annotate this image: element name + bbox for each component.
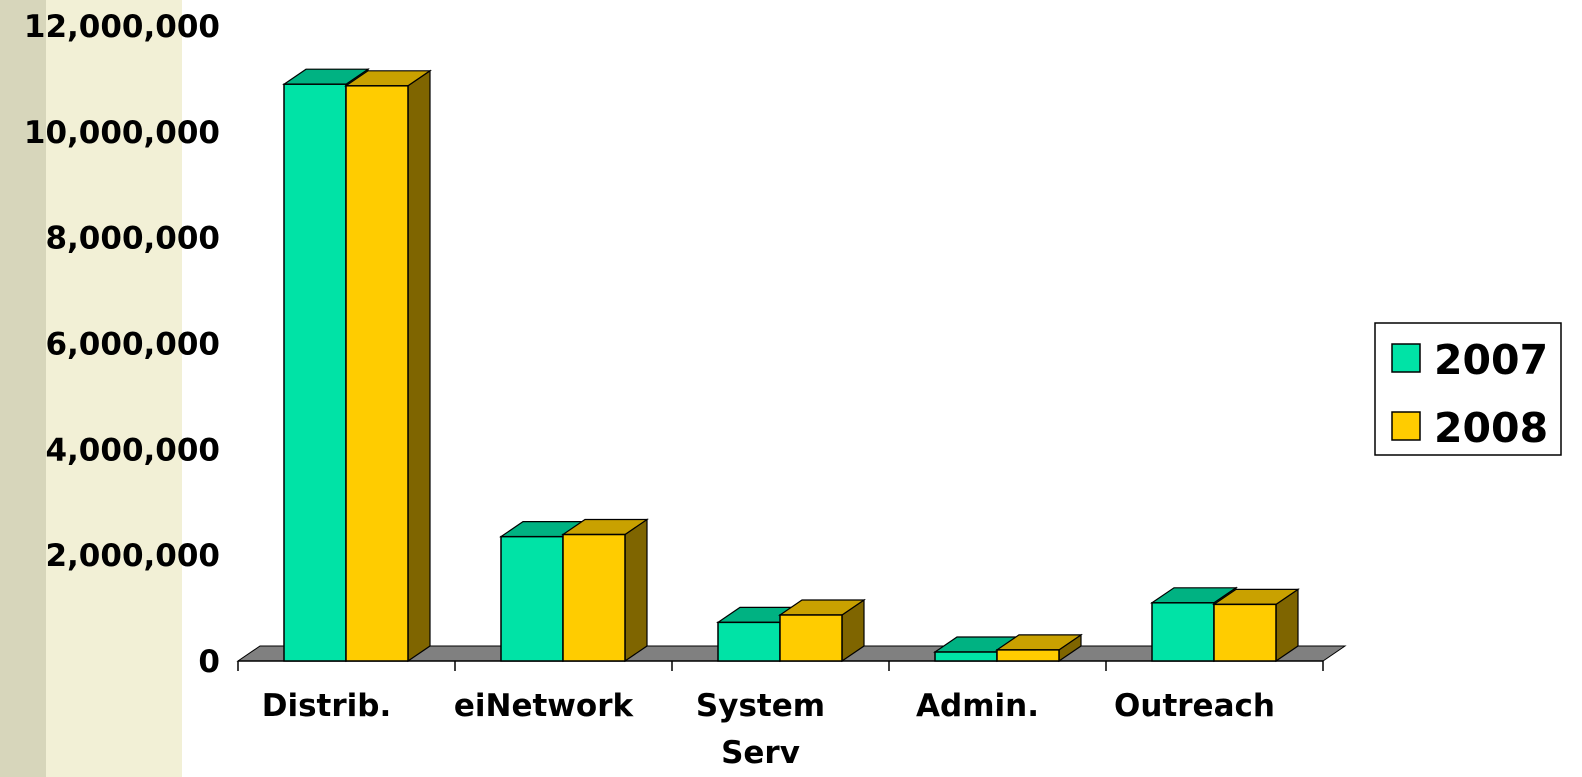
y-tick-label: 4,000,000	[45, 432, 220, 468]
bar-front	[1151, 602, 1215, 662]
bar-front	[500, 535, 564, 662]
y-tick-label: 10,000,000	[24, 115, 220, 151]
y-tick-label: 8,000,000	[45, 221, 220, 257]
y-tick-label: 0	[198, 644, 220, 680]
bar-front	[934, 651, 998, 662]
bar-front	[345, 85, 409, 662]
bar-2008-outreach	[1212, 588, 1300, 663]
bar-front	[717, 621, 781, 662]
bar-2008-distrib	[344, 69, 432, 663]
bar-2008-system-serv	[778, 598, 866, 663]
bar-front	[779, 614, 843, 662]
bar-2008-admin	[995, 633, 1083, 663]
y-tick-label: 6,000,000	[45, 327, 220, 363]
y-tick-label: 12,000,000	[24, 9, 220, 45]
y-axis-ticks: 0 2,000,000 4,000,000 6,000,000 8,000,000 10,…	[24, 9, 220, 680]
legend-swatch-2007	[1391, 343, 1421, 373]
bar-side	[407, 69, 431, 663]
bar-side	[624, 518, 648, 663]
x-tick-label: Outreach	[1114, 688, 1275, 724]
legend-label-2007: 2007	[1434, 336, 1548, 384]
x-tick-label: Admin.	[916, 688, 1039, 724]
legend-swatch-2008	[1391, 411, 1421, 441]
x-tick-label: Distrib.	[262, 688, 392, 724]
bar-front	[996, 649, 1060, 662]
chart-axes	[237, 660, 1324, 671]
x-tick-label: System Serv	[696, 688, 825, 771]
background-strip	[46, 0, 182, 777]
bar-2008-einetwork	[561, 518, 649, 663]
bar-front	[1213, 603, 1277, 662]
bar-front	[562, 533, 626, 662]
x-tick-label: eiNetwork	[454, 688, 635, 724]
bar-front	[283, 83, 347, 662]
chart-bars	[282, 68, 1300, 663]
legend-label-2008: 2008	[1434, 404, 1548, 452]
background-left-band	[0, 0, 46, 777]
legend: 2007 2008	[1374, 322, 1562, 456]
y-tick-label: 2,000,000	[45, 538, 220, 574]
x-axis-ticks: Distrib. eiNetwork System Serv Admin. Outreac…	[262, 688, 1275, 771]
